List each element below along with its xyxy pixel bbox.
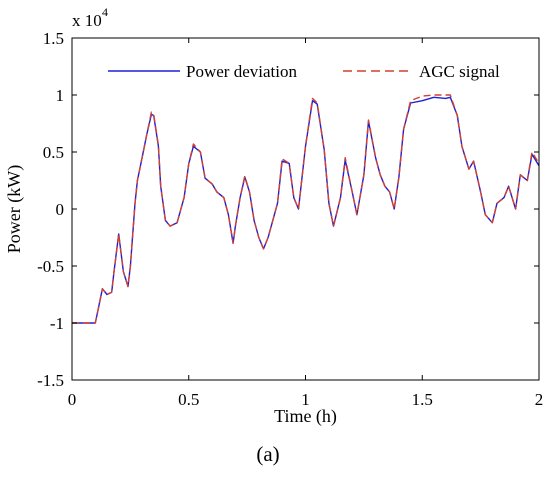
y-tick-label: -0.5: [37, 257, 64, 276]
legend-label-agc-signal: AGC signal: [419, 62, 500, 81]
y-axis: -1.5 -1 -0.5 0 0.5 1 1.5: [37, 29, 539, 390]
y-tick-label: 1.5: [43, 29, 64, 48]
y-multiplier-label: x 10: [72, 11, 102, 30]
panel-label: (a): [256, 442, 279, 466]
y-tick-label: -1.5: [37, 371, 64, 390]
x-axis-label: Time (h): [274, 406, 337, 427]
legend-label-power-deviation: Power deviation: [186, 62, 297, 81]
series-line-power-deviation: [72, 96, 540, 324]
x-tick-label: 1: [301, 390, 310, 409]
x-tick-label: 2: [535, 390, 544, 409]
series-lines: [72, 94, 540, 324]
x-tick-label: 0.5: [178, 390, 199, 409]
y-tick-label: -1: [50, 314, 64, 333]
y-axis-label: Power (kW): [4, 165, 25, 253]
y-tick-label: 1: [56, 86, 65, 105]
x-axis: 0 0.5 1 1.5 2: [68, 38, 544, 409]
x-tick-label: 0: [68, 390, 77, 409]
legend: Power deviation AGC signal: [108, 62, 500, 81]
plot-area-frame: [71, 37, 540, 381]
y-tick-label: 0.5: [43, 143, 64, 162]
x-tick-label: 1.5: [412, 390, 433, 409]
series-line-agc-signal: [72, 94, 540, 324]
y-tick-label: 0: [56, 200, 65, 219]
y-multiplier-exponent: 4: [102, 5, 108, 19]
